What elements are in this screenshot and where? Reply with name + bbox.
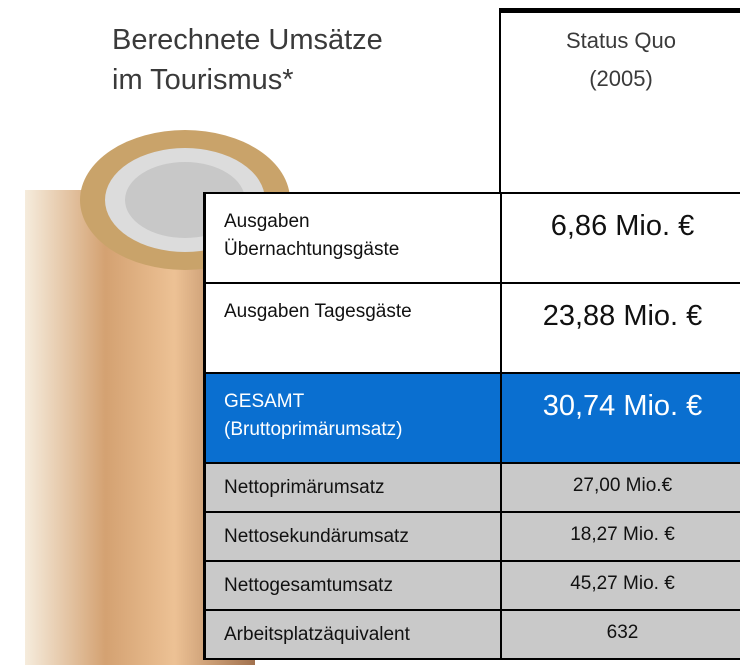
header-line: (2005) (502, 60, 740, 98)
label-line: Arbeitsplatzäquivalent (224, 621, 500, 649)
label-line: Nettosekundärumsatz (224, 523, 500, 551)
row-label: Nettogesamtumsatz (206, 562, 502, 609)
row-value: 45,27 Mio. € (502, 562, 740, 609)
row-label: Arbeitsplatzäquivalent (206, 611, 502, 658)
row-label: GESAMT(Bruttoprimärumsatz) (206, 374, 502, 462)
row-label: Nettoprimärumsatz (206, 464, 502, 511)
row-value: 632 (502, 611, 740, 658)
header-line: Status Quo (502, 22, 740, 60)
title: Berechnete Umsätze im Tourismus* (112, 20, 383, 100)
border (500, 8, 740, 13)
label-line: Ausgaben (224, 208, 500, 236)
label-line: (Bruttoprimärumsatz) (224, 416, 500, 444)
title-line: Berechnete Umsätze (112, 20, 383, 60)
row-value: 23,88 Mio. € (502, 284, 740, 372)
label-line: Übernachtungsgäste (224, 236, 500, 264)
row-label: Ausgaben Tagesgäste (206, 284, 502, 372)
page: Berechnete Umsätze im Tourismus* Status … (0, 0, 740, 665)
table-row: GESAMT(Bruttoprimärumsatz)30,74 Mio. € (206, 374, 740, 464)
row-value: 30,74 Mio. € (502, 374, 740, 462)
border (499, 8, 501, 192)
title-line: im Tourismus* (112, 60, 383, 100)
label-line: Ausgaben Tagesgäste (224, 298, 500, 326)
row-value: 18,27 Mio. € (502, 513, 740, 560)
row-value: 6,86 Mio. € (502, 194, 740, 282)
label-line: GESAMT (224, 388, 500, 416)
column-header: Status Quo (2005) (502, 22, 740, 98)
label-line: Nettogesamtumsatz (224, 572, 500, 600)
row-label: Nettosekundärumsatz (206, 513, 502, 560)
row-value: 27,00 Mio.€ (502, 464, 740, 511)
label-line: Nettoprimärumsatz (224, 474, 500, 502)
